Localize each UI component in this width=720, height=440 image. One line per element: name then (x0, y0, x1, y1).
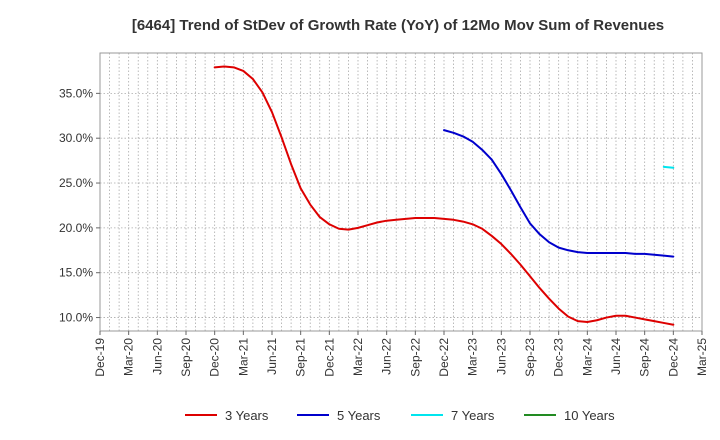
legend-label-3-years: 3 Years (225, 408, 269, 423)
series-line-7-years (662, 165, 675, 169)
chart-title: [6464] Trend of StDev of Growth Rate (Yo… (132, 17, 664, 34)
x-tick-label: Sep-23 (523, 338, 537, 377)
x-tick-label: Sep-21 (294, 338, 308, 377)
x-tick-label: Sep-24 (638, 338, 652, 377)
plot-frame (99, 52, 703, 332)
x-tick-label: Dec-22 (437, 338, 451, 377)
x-tick-label: Dec-24 (666, 338, 680, 377)
x-tick-label: Dec-20 (208, 338, 222, 377)
x-tick-label: Jun-23 (494, 338, 508, 375)
x-tick-label: Mar-20 (122, 338, 136, 376)
x-tick-label: Jun-24 (609, 338, 623, 375)
y-tick-label: 20.0% (59, 221, 93, 235)
x-tick-label: Sep-22 (408, 338, 422, 377)
legend-label-7-years: 7 Years (451, 408, 495, 423)
y-tick-label: 10.0% (59, 311, 93, 325)
legend-label-10-years: 10 Years (564, 408, 615, 423)
legend: 3 Years 5 Years 7 Years 10 Years (185, 408, 615, 423)
x-tick-label: Mar-24 (580, 338, 594, 376)
x-tick-label: Jun-22 (380, 338, 394, 375)
x-tick-label: Jun-21 (265, 338, 279, 375)
x-tick-label: Mar-22 (351, 338, 365, 376)
y-tick-label: 25.0% (59, 176, 93, 190)
x-tick-label: Sep-20 (179, 338, 193, 377)
series-line-5-years (443, 129, 675, 258)
x-tick-label: Dec-23 (552, 338, 566, 377)
x-axis-ticks: Dec-19 Mar-20 Jun-20 Sep-20 Dec-20 Mar-21 Jun-… (93, 331, 709, 377)
y-tick-label: 30.0% (59, 131, 93, 145)
y-tick-label: 15.0% (59, 266, 93, 280)
x-tick-label: Dec-19 (93, 338, 107, 377)
x-tick-label: Mar-23 (466, 338, 480, 376)
plot-series (213, 65, 675, 326)
y-axis-ticks: 10.0% 15.0% 20.0% 25.0% 30.0% 35.0% (59, 86, 100, 325)
x-tick-label: Jun-20 (150, 338, 164, 375)
y-tick-label: 35.0% (59, 86, 93, 100)
grid (99, 53, 703, 331)
legend-label-5-years: 5 Years (337, 408, 381, 423)
series-line-3-years (213, 65, 675, 326)
x-tick-label: Dec-21 (322, 338, 336, 377)
x-tick-label: Mar-25 (695, 338, 709, 376)
x-tick-label: Mar-21 (236, 338, 250, 376)
